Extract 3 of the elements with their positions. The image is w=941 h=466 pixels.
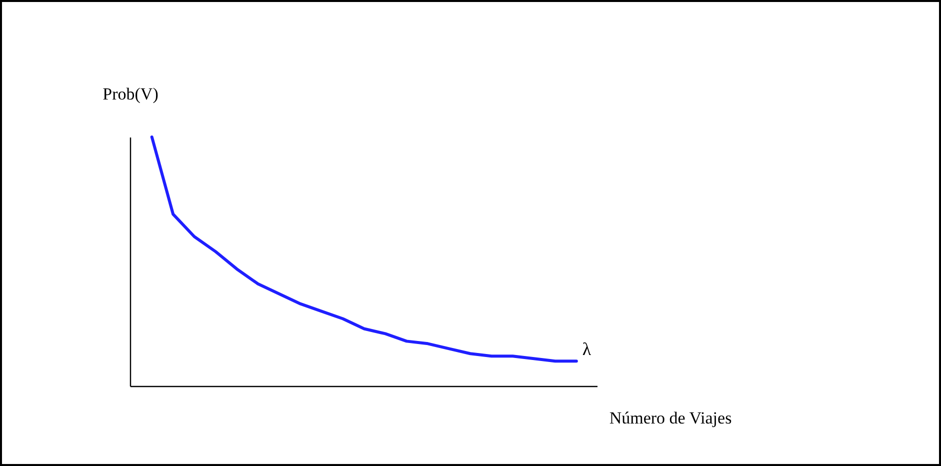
annotation: λ [582, 339, 592, 360]
y-axis-title: Prob(V) [102, 84, 158, 104]
x-axis-title: Número de Viajes [609, 408, 732, 428]
